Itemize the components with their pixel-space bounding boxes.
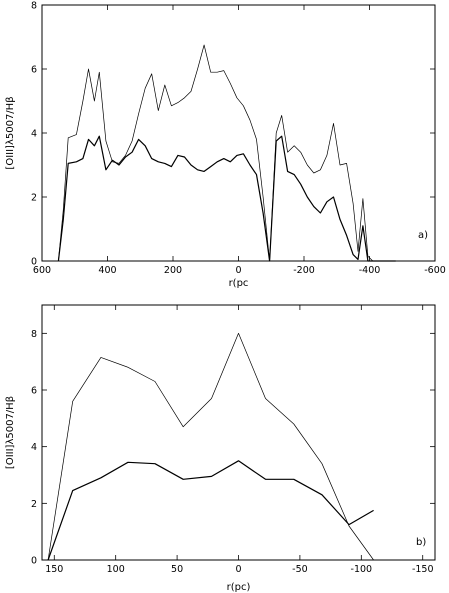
panel-label: b) [416, 537, 426, 548]
x-tick-label: -100 [351, 564, 373, 575]
x-tick-label: 100 [107, 564, 125, 575]
series-line-2 [47, 460, 374, 561]
y-tick-label: 2 [31, 499, 37, 510]
y-tick-label: 0 [31, 556, 37, 567]
x-tick-label: 150 [45, 564, 63, 575]
series-line-1 [58, 44, 396, 262]
x-axis-title: r(pc [229, 278, 249, 289]
x-tick-label: 0 [235, 564, 241, 575]
y-tick-label: 8 [31, 329, 37, 340]
x-tick-label: 600 [33, 265, 51, 276]
x-tick-label: 200 [164, 265, 182, 276]
x-tick-label: -400 [359, 265, 381, 276]
x-axis-title: r(pc) [227, 582, 251, 593]
series-line-2 [57, 135, 396, 262]
x-tick-label: -50 [292, 564, 308, 575]
series-line-1 [47, 332, 374, 561]
y-axis-title: [OIII]λ5007/Hβ [5, 96, 16, 169]
x-tick-label: -600 [424, 265, 446, 276]
x-tick-label: 400 [98, 265, 116, 276]
x-tick-label: -200 [293, 265, 315, 276]
y-axis-title: [OIII]λ5007/Hβ [5, 396, 16, 469]
y-tick-label: 0 [31, 257, 37, 268]
y-tick-label: 6 [31, 65, 37, 76]
panel-label: a) [418, 230, 428, 241]
chart-panel-a: 600 400 200 0 -200 -400 -600 0 2 4 6 8 r(pc [OIII]λ50… [5, 1, 446, 290]
y-tick-label: 6 [31, 386, 37, 397]
y-tick-label: 4 [31, 129, 37, 140]
chart-panel-b: 150 100 50 0 -50 -100 -150 0 2 4 6 8 r(pc) [OIII]λ500… [5, 304, 436, 593]
x-tick-label: 50 [171, 564, 183, 575]
plot-frame [41, 4, 436, 262]
y-tick-label: 8 [31, 1, 37, 12]
y-tick-label: 2 [31, 193, 37, 204]
x-tick-label: 0 [235, 265, 241, 276]
y-tick-label: 4 [31, 442, 37, 453]
plot-frame [41, 304, 436, 561]
x-tick-label: -150 [412, 564, 434, 575]
